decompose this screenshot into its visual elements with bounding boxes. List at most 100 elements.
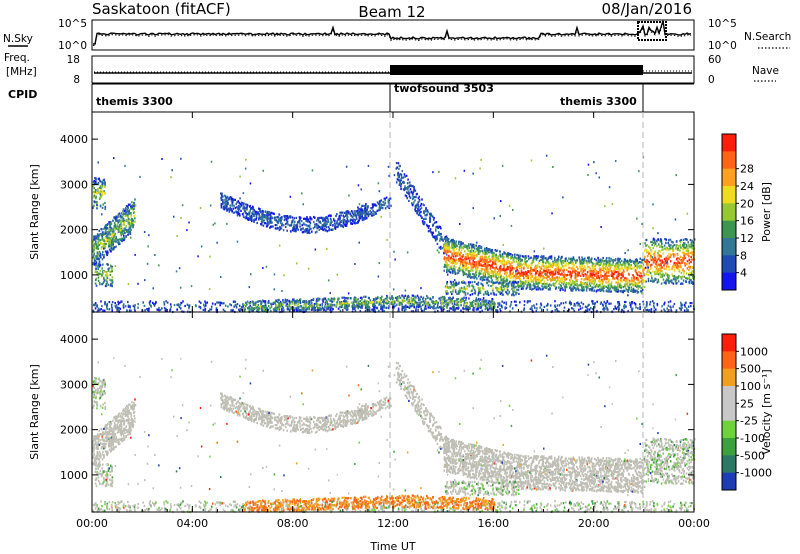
echo-cell — [297, 228, 299, 231]
echo-cell — [626, 266, 628, 269]
echo-cell — [644, 249, 646, 252]
echo-cell — [465, 268, 467, 271]
echo-cell — [625, 300, 627, 304]
echo-cell — [627, 266, 630, 269]
echo-cell — [513, 260, 515, 263]
echo-cell — [629, 265, 631, 268]
echo-cell — [449, 250, 452, 253]
echo-cell — [561, 263, 563, 266]
echo-cell — [444, 236, 447, 239]
echo-cell — [492, 275, 495, 278]
echo-cell — [542, 264, 544, 268]
echo-cell — [453, 242, 455, 245]
echo-cell — [418, 195, 420, 198]
echo-cell — [101, 184, 104, 187]
echo-cell — [467, 257, 470, 260]
echo-cell — [106, 281, 108, 284]
echo-cell — [122, 220, 125, 223]
echo-cell — [324, 303, 327, 307]
echo-cell — [598, 284, 600, 287]
echo-cell — [599, 302, 602, 305]
echo-cell — [99, 308, 101, 311]
echo-cell — [462, 262, 465, 266]
echo-cell — [104, 226, 106, 229]
echo-cell — [414, 199, 416, 202]
nsky-right-tick-top: 10^5 — [708, 18, 737, 30]
echo-cell — [488, 258, 490, 261]
echo-cell — [673, 244, 676, 247]
echo-cell — [678, 268, 680, 271]
echo-cell — [605, 289, 608, 292]
echo-cell — [101, 253, 104, 256]
echo-cell — [97, 178, 100, 181]
echo-cell — [580, 262, 582, 265]
echo-cell — [124, 208, 127, 211]
echo-cell — [237, 200, 240, 203]
echo-cell — [555, 264, 557, 267]
echo-cell — [288, 224, 291, 227]
echo-cell — [494, 270, 497, 273]
echo-cell — [211, 302, 214, 305]
echo-cell — [420, 214, 422, 217]
echo-cell — [132, 226, 134, 229]
echo-cell — [357, 209, 359, 212]
echo-cell — [480, 272, 482, 275]
echo-cell — [680, 259, 683, 262]
echo-cell — [106, 226, 108, 229]
echo-cell — [607, 290, 609, 293]
echo-cell — [416, 210, 419, 213]
echo-cell — [113, 224, 116, 227]
echo-cell — [655, 270, 657, 273]
echo-cell — [690, 258, 693, 261]
echo-cell — [481, 309, 483, 312]
echo-cell — [249, 209, 251, 212]
echo-cell — [492, 266, 494, 269]
echo-cell — [97, 187, 99, 191]
echo-cell — [248, 306, 250, 309]
echo-cell — [439, 239, 441, 242]
echo-cell — [257, 212, 259, 215]
echo-cell — [585, 278, 587, 281]
echo-cell — [266, 219, 269, 222]
echo-cell — [96, 252, 99, 255]
echo-cell — [99, 204, 102, 207]
echo-cell — [542, 268, 545, 271]
echo-cell — [455, 258, 457, 261]
echo-cell — [658, 249, 660, 252]
echo-cell — [93, 259, 96, 262]
echo-cell — [102, 250, 104, 254]
echo-cell — [530, 280, 533, 283]
echo-cell — [233, 198, 235, 201]
echo-cell — [681, 261, 683, 264]
echo-cell — [656, 240, 658, 243]
echo-cell — [130, 205, 132, 208]
echo-cell — [597, 275, 600, 278]
echo-cell — [689, 243, 691, 246]
echo-cell — [615, 277, 617, 280]
echo-cell — [110, 241, 113, 244]
echo-cell — [112, 244, 114, 247]
echo-cell — [599, 284, 601, 287]
echo-cell — [533, 287, 536, 290]
echo-cell — [437, 226, 439, 230]
echo-cell — [421, 220, 424, 223]
echo-cell — [608, 286, 611, 289]
echo-cell — [558, 276, 561, 279]
echo-cell — [589, 280, 591, 283]
echo-cell — [499, 281, 501, 285]
echo-cell — [502, 256, 504, 259]
echo-cell — [253, 214, 255, 217]
echo-cell — [679, 249, 681, 252]
echo-cell — [684, 256, 687, 259]
echo-cell — [103, 256, 105, 259]
echo-cell — [153, 303, 155, 306]
echo-cell — [443, 237, 446, 241]
echo-cell — [405, 308, 407, 311]
echo-cell — [105, 239, 108, 243]
echo-cell — [336, 213, 338, 216]
echo-cell — [614, 258, 617, 261]
echo-cell — [679, 262, 682, 265]
echo-cell — [479, 257, 482, 260]
echo-cell — [469, 251, 472, 254]
echo-cell — [530, 267, 532, 270]
